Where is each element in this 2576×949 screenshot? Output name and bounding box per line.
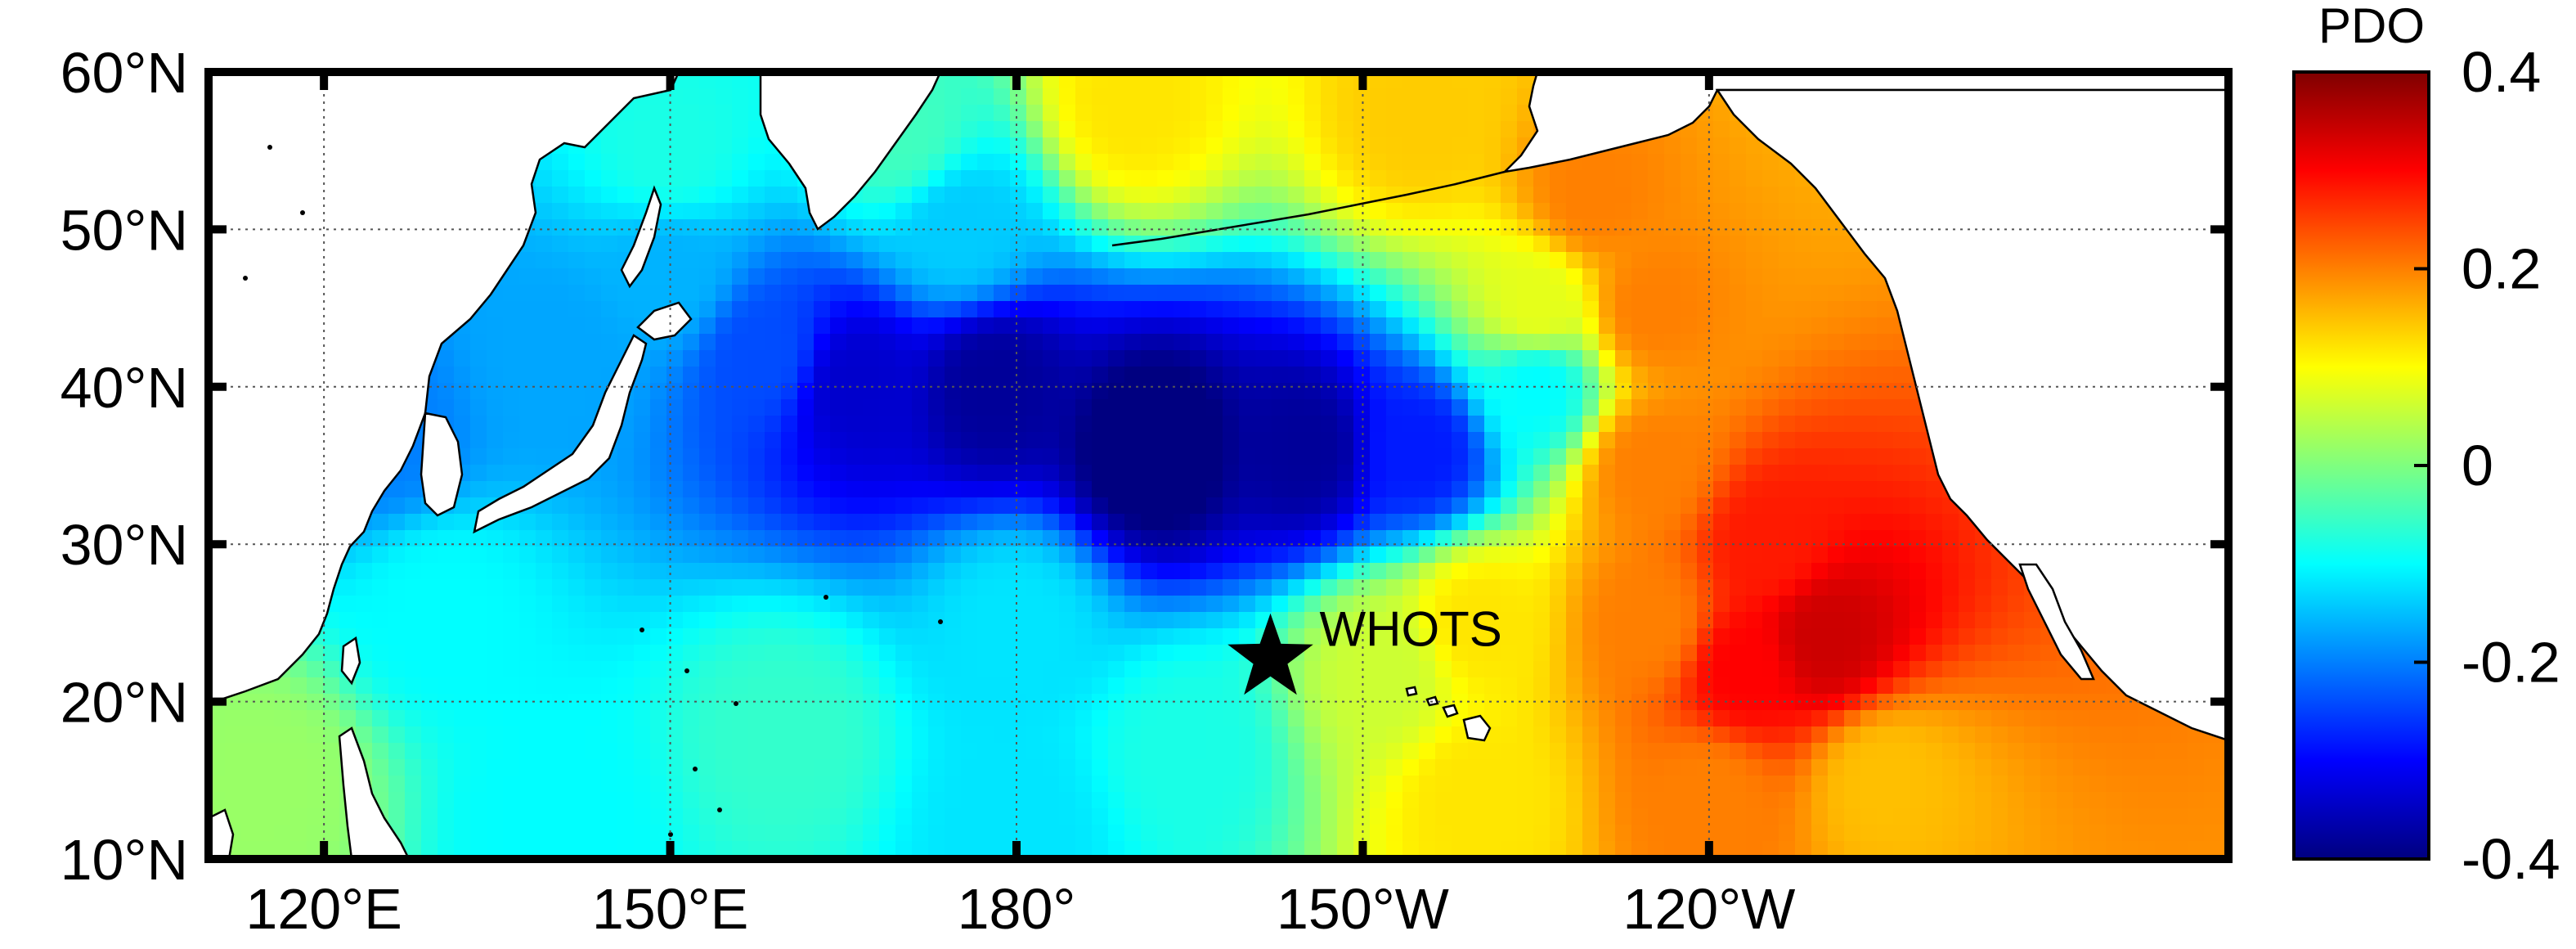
colorbar-tick-label: -0.4 [2462, 827, 2560, 891]
colorbar-tick-label: -0.2 [2462, 631, 2560, 695]
lat-tick-label: 40°N [61, 356, 188, 420]
land-hokkaido [636, 301, 693, 341]
colorbar-title: PDO [2318, 0, 2425, 53]
lat-tick-label: 30°N [61, 513, 188, 577]
lat-tick-label: 20°N [61, 671, 188, 735]
land-japan [473, 334, 648, 534]
land-kamchatka [759, 72, 942, 231]
colorbar: PDO 0.4 0.2 0 -0.2 -0.4 [2292, 0, 2560, 891]
land-philippines [338, 726, 411, 859]
lon-tick-label: 180° [958, 877, 1076, 941]
whots-marker: WHOTS [1227, 602, 1502, 695]
map-frame [204, 68, 2233, 863]
lat-tick-label: 60°N [61, 41, 188, 105]
colorbar-ticks: 0.4 0.2 0 -0.2 -0.4 [2414, 40, 2560, 891]
land-north-america [1715, 88, 2228, 742]
land-korea [420, 412, 464, 517]
colorbar-scale [2292, 70, 2430, 861]
land-asia [209, 72, 680, 705]
map-gridlines [209, 72, 2228, 859]
colorbar-tick-label: 0.4 [2462, 40, 2541, 104]
lon-tick-label: 150°W [1277, 877, 1449, 941]
land-pacific-islands [243, 145, 943, 837]
colorbar-tick-label: 0.2 [2462, 237, 2541, 301]
lon-tick-label: 120°E [245, 877, 402, 941]
longitude-axis: 120°E 150°E 180° 150°W 120°W [245, 72, 1795, 941]
lon-tick-label: 150°E [592, 877, 748, 941]
star-icon [1227, 613, 1313, 695]
land-baja [2018, 563, 2095, 681]
land-taiwan [340, 636, 361, 686]
lat-tick-label: 10°N [61, 828, 188, 892]
land-sakhalin [620, 185, 662, 289]
lon-tick-label: 120°W [1622, 877, 1795, 941]
land-aleutians [1111, 170, 1506, 247]
lat-tick-label: 50°N [61, 198, 188, 262]
latitude-axis: 10°N 20°N 30°N 40°N 50°N 60°N [61, 41, 2228, 892]
colorbar-tick-label: 0 [2462, 434, 2493, 497]
land-mask [209, 72, 2228, 859]
whots-label: WHOTS [1320, 602, 1502, 657]
land-se-asia [209, 808, 235, 859]
